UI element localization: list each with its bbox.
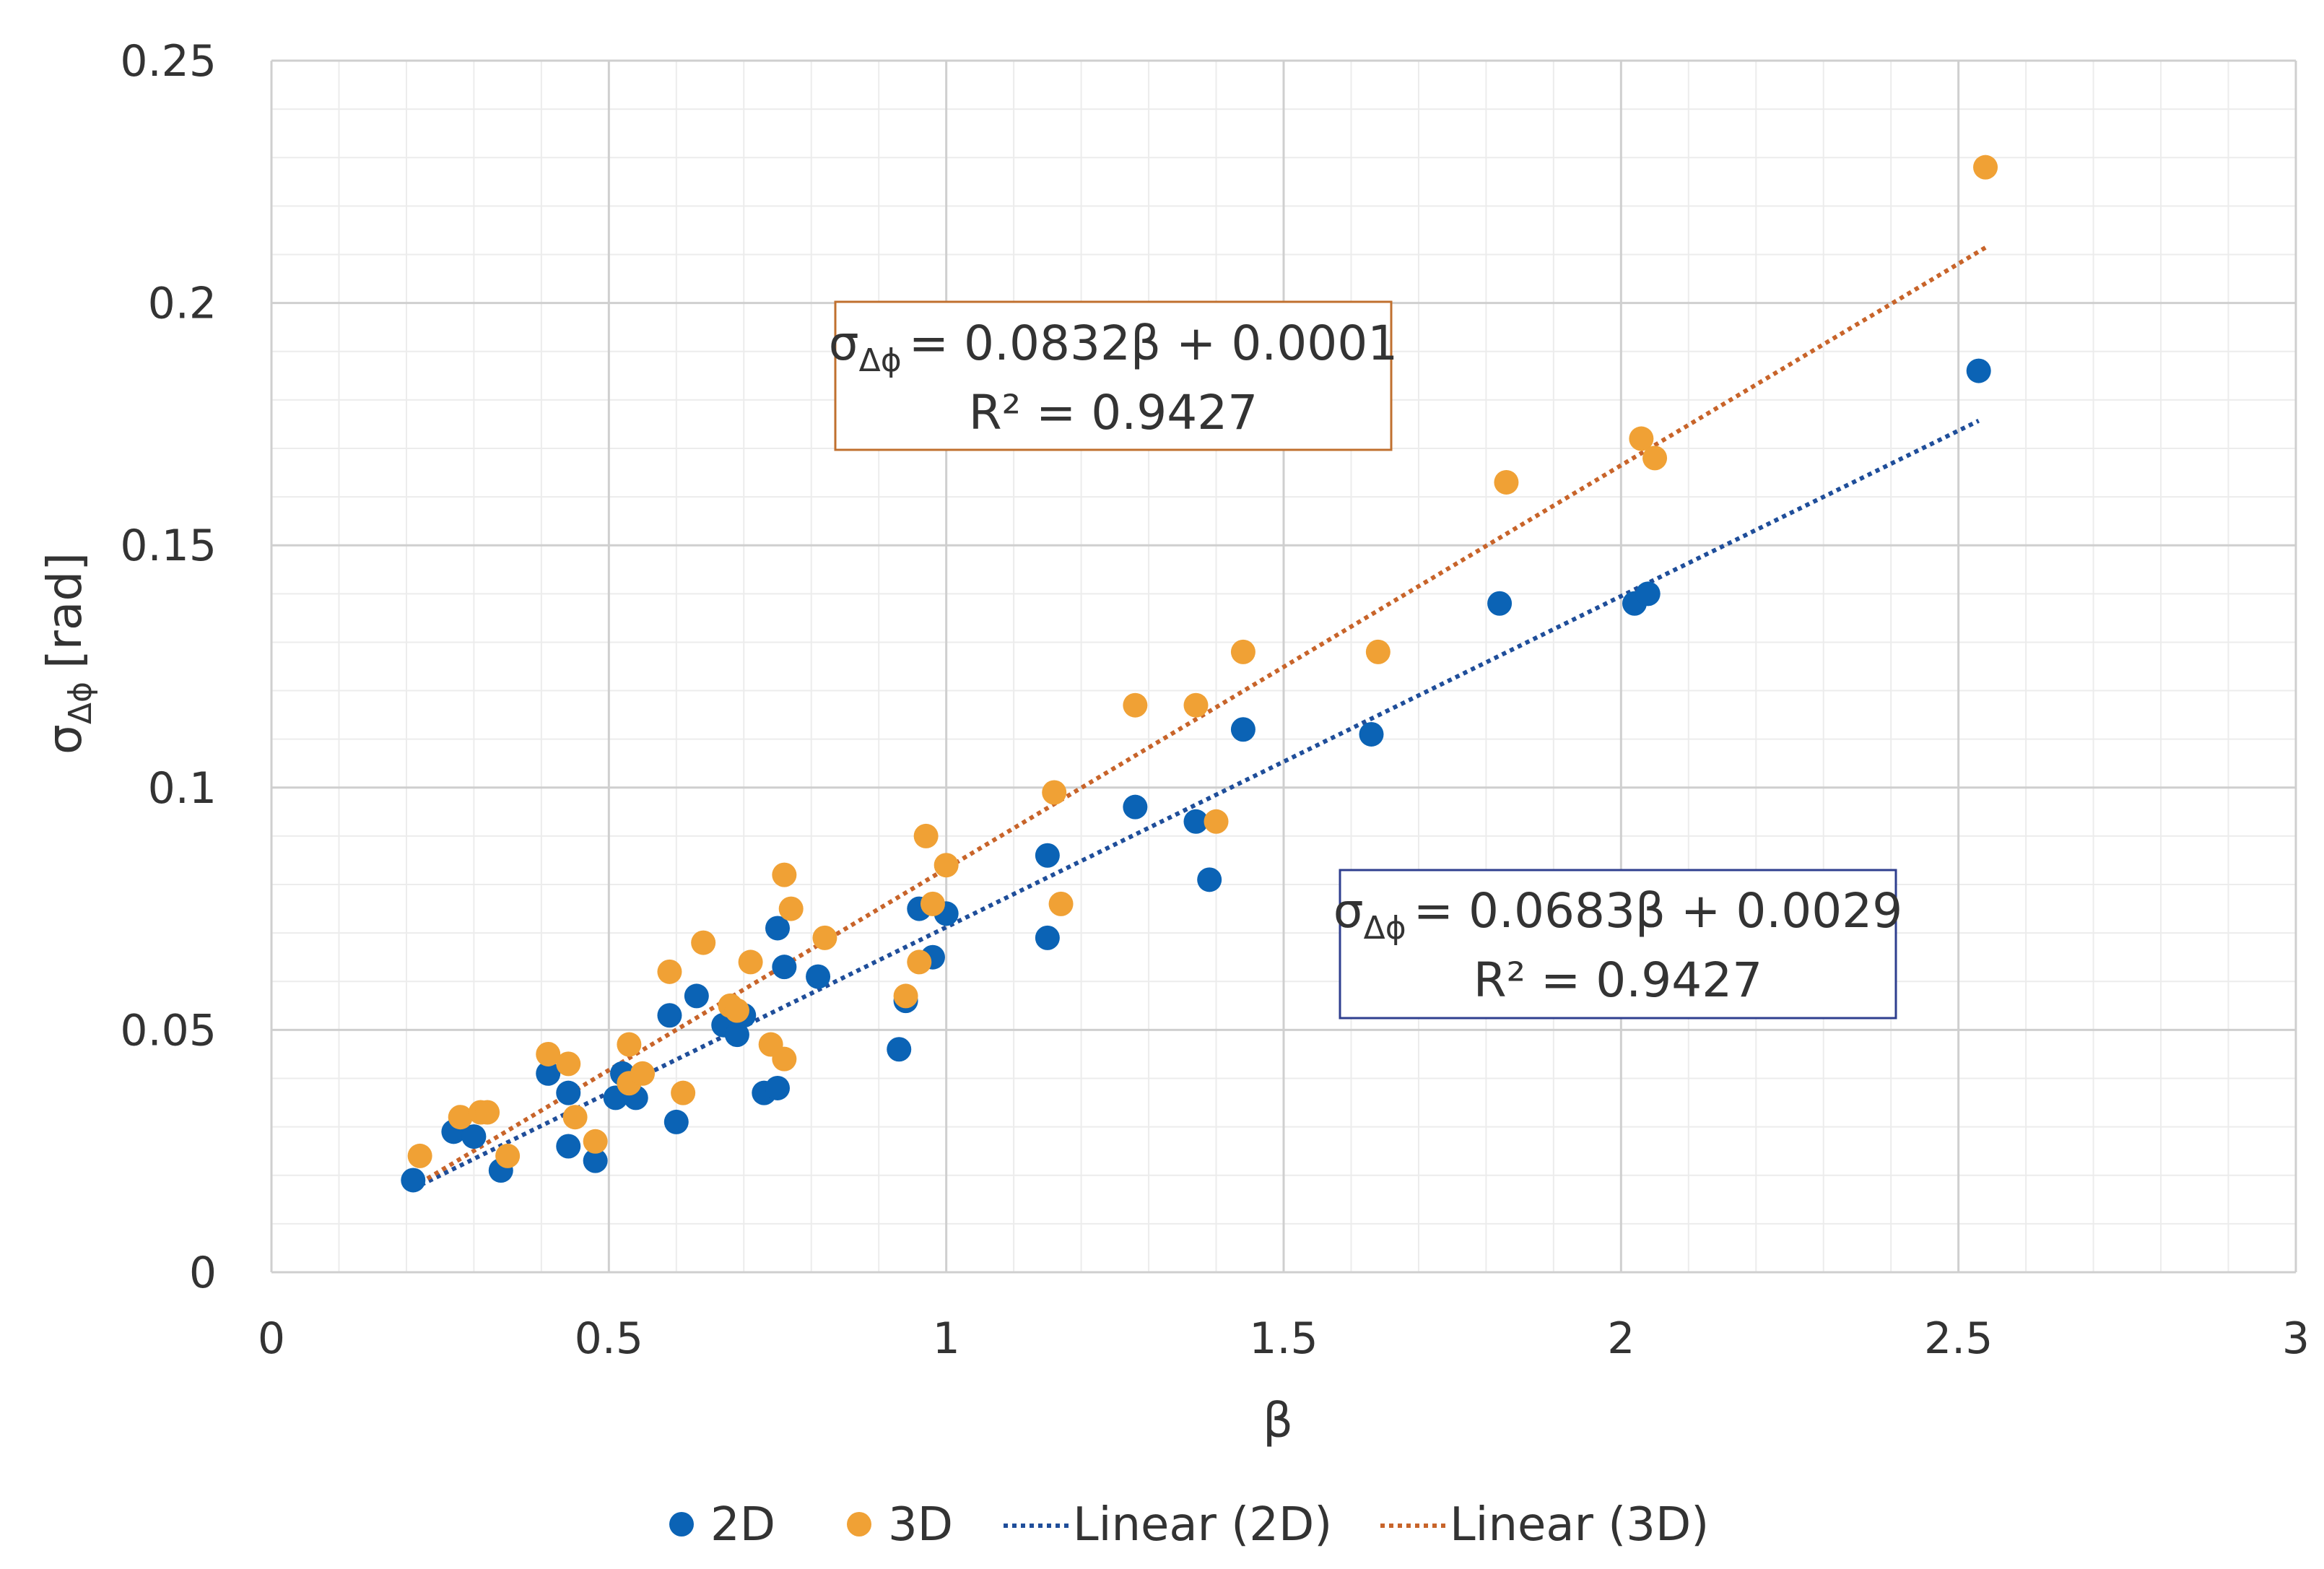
point-2d <box>1035 843 1060 868</box>
y-axis-title: σΔϕ[rad] <box>37 552 99 755</box>
point-3d <box>933 853 959 878</box>
legend-marker-2d <box>669 1512 694 1537</box>
point-2d <box>1183 809 1209 834</box>
point-2d <box>401 1168 426 1193</box>
point-3d <box>772 1046 797 1072</box>
r2-3d: R² = 0.9427 <box>969 385 1258 440</box>
point-3d <box>556 1051 581 1077</box>
legend-marker-3d <box>847 1512 871 1537</box>
point-3d <box>913 823 939 848</box>
y-tick-label: 0.15 <box>120 521 217 571</box>
point-2d <box>1123 794 1148 820</box>
point-3d <box>691 930 716 955</box>
point-3d <box>536 1041 561 1066</box>
y-tick-label: 0.1 <box>148 763 217 814</box>
point-2d <box>724 1022 749 1048</box>
point-3d <box>1123 692 1148 718</box>
point-3d <box>812 925 837 950</box>
legend-label-2d: 2D <box>710 1498 775 1552</box>
legend: 2D 3D Linear (2D) Linear (3D) <box>669 1498 1709 1552</box>
point-3d <box>1629 426 1654 451</box>
point-2d <box>765 916 790 941</box>
point-3d <box>1494 469 1519 495</box>
point-2d <box>1487 591 1513 616</box>
point-3d <box>778 896 804 921</box>
r2-2d: R² = 0.9427 <box>1474 952 1763 1008</box>
x-tick-label: 1.5 <box>1249 1313 1318 1364</box>
point-2d <box>1197 867 1222 892</box>
y-tick-label: 0.2 <box>148 279 217 329</box>
point-2d <box>536 1061 561 1086</box>
tick-labels: 0 0.5 1 1.5 2 2.5 3 0 0.05 0.1 0.15 0.2 0.25 <box>120 36 2310 1364</box>
point-3d <box>1048 891 1074 916</box>
legend-label-3d: 3D <box>888 1498 953 1552</box>
point-3d <box>920 891 945 916</box>
equation-box-3d: σΔϕ = 0.0832β + 0.0001 R² = 0.9427 <box>829 300 1398 451</box>
point-2d <box>583 1148 608 1173</box>
equation-2d: σΔϕ = 0.0683β + 0.0029 <box>1333 883 1903 947</box>
point-3d <box>724 998 749 1023</box>
point-3d <box>1973 155 1998 180</box>
point-3d <box>562 1105 588 1130</box>
point-2d <box>1359 721 1384 747</box>
point-3d <box>1183 692 1209 718</box>
point-2d <box>1635 581 1661 607</box>
x-tick-label: 0 <box>258 1313 285 1364</box>
point-2d <box>1035 925 1060 950</box>
point-3d <box>583 1129 608 1154</box>
point-3d <box>617 1032 642 1057</box>
equation-box-2d: σΔϕ = 0.0683β + 0.0029 R² = 0.9427 <box>1333 869 1903 1020</box>
point-2d <box>461 1124 487 1149</box>
y-tick-label: 0.05 <box>120 1005 217 1056</box>
x-tick-label: 0.5 <box>575 1313 643 1364</box>
point-2d <box>887 1037 912 1062</box>
x-tick-label: 2.5 <box>1924 1313 1993 1364</box>
legend-label-linear-2d: Linear (2D) <box>1073 1498 1332 1552</box>
x-tick-label: 3 <box>2282 1313 2310 1364</box>
point-2d <box>1230 717 1255 742</box>
y-tick-label: 0 <box>189 1248 217 1298</box>
legend-label-linear-3d: Linear (3D) <box>1450 1498 1709 1552</box>
data-points <box>401 155 1998 1193</box>
point-3d <box>475 1100 500 1125</box>
point-2d <box>765 1075 790 1100</box>
equation-3d: σΔϕ = 0.0832β + 0.0001 <box>829 316 1398 379</box>
y-tick-label: 0.25 <box>120 36 217 87</box>
x-tick-label: 1 <box>933 1313 960 1364</box>
point-3d <box>1230 639 1255 664</box>
point-2d <box>657 1003 682 1028</box>
point-3d <box>1042 780 1067 805</box>
point-3d <box>657 959 682 984</box>
point-3d <box>893 983 918 1009</box>
equation-box-2d-frame <box>1339 869 1897 1020</box>
point-2d <box>684 983 709 1009</box>
point-2d <box>663 1109 689 1134</box>
point-2d <box>772 955 797 980</box>
point-3d <box>907 949 932 975</box>
point-2d <box>556 1080 581 1105</box>
point-3d <box>448 1105 473 1130</box>
point-2d <box>556 1134 581 1159</box>
point-3d <box>1642 446 1668 471</box>
x-tick-label: 2 <box>1607 1313 1635 1364</box>
point-3d <box>772 862 797 887</box>
point-3d <box>1365 639 1391 664</box>
point-3d <box>630 1061 656 1086</box>
point-3d <box>407 1143 432 1168</box>
x-axis-title: β <box>1263 1393 1293 1448</box>
point-3d <box>495 1143 521 1168</box>
point-2d <box>806 964 831 989</box>
point-3d <box>738 949 763 975</box>
point-2d <box>1966 358 1991 383</box>
point-3d <box>1204 809 1229 834</box>
equation-box-3d-frame <box>834 300 1393 451</box>
point-3d <box>671 1080 696 1105</box>
